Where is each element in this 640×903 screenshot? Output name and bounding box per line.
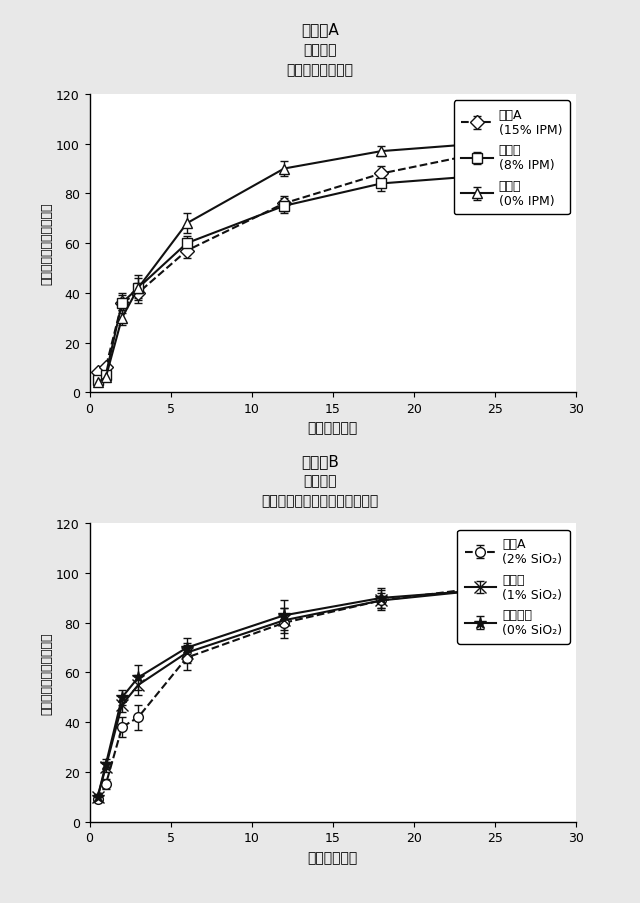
Text: パネルB: パネルB bbox=[301, 453, 339, 469]
Text: ２型溶解: ２型溶解 bbox=[303, 474, 337, 488]
Text: ２型溶解: ２型溶解 bbox=[303, 43, 337, 57]
Legend: 参照A
(15% IPM), 製劑７
(8% IPM), 製劑８
(0% IPM): 参照A (15% IPM), 製劑７ (8% IPM), 製劑８ (0% IPM… bbox=[454, 101, 570, 215]
Text: （ＩＰＭの効果）: （ＩＰＭの効果） bbox=[287, 63, 353, 77]
X-axis label: 時間（時間）: 時間（時間） bbox=[308, 421, 358, 435]
X-axis label: 時間（時間）: 時間（時間） bbox=[308, 850, 358, 864]
Y-axis label: 放出された薬物の累積％: 放出された薬物の累積％ bbox=[40, 631, 53, 714]
Legend: 参照A
(2% SiO₂), 製劑９
(1% SiO₂), 製劑１０
(0% SiO₂): 参照A (2% SiO₂), 製劑９ (1% SiO₂), 製劑１０ (0% S… bbox=[457, 530, 570, 644]
Y-axis label: 放出された薬物の累積％: 放出された薬物の累積％ bbox=[40, 202, 53, 285]
Text: （Ｃａｂ－Ｏ－Ｓｉｌの効果）: （Ｃａｂ－Ｏ－Ｓｉｌの効果） bbox=[261, 494, 379, 507]
Text: パネルA: パネルA bbox=[301, 23, 339, 38]
